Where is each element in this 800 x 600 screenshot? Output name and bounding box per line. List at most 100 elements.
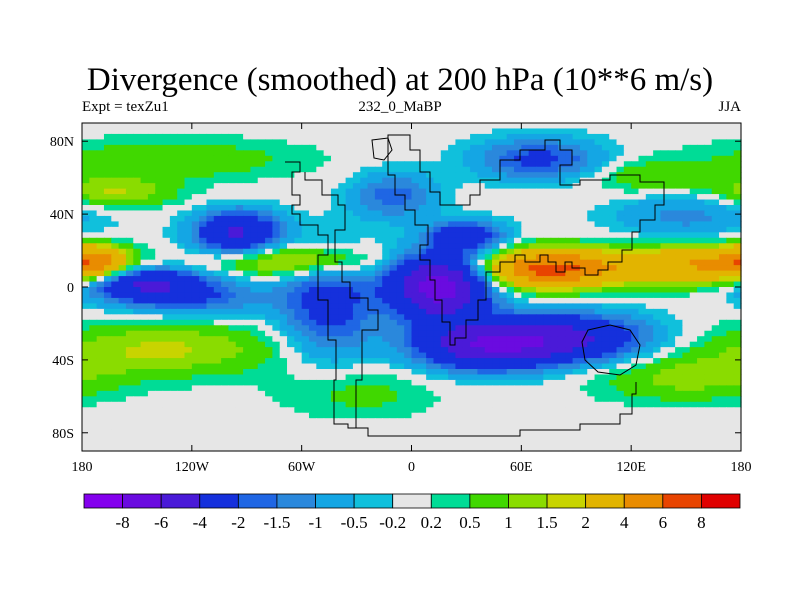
- field-cell: [162, 423, 171, 430]
- field-cell: [294, 287, 303, 294]
- field-cell: [118, 412, 127, 419]
- field-cell: [250, 281, 259, 288]
- field-cell: [330, 330, 339, 337]
- field-cell: [404, 150, 413, 157]
- field-cell: [111, 183, 120, 190]
- field-cell: [155, 385, 164, 392]
- field-cell: [287, 254, 295, 261]
- field-cell: [89, 237, 98, 244]
- field-cell: [623, 144, 632, 151]
- field-cell: [111, 385, 120, 392]
- field-cell: [462, 226, 471, 233]
- field-cell: [82, 155, 90, 162]
- field-cell: [426, 314, 435, 321]
- field-cell: [308, 358, 317, 365]
- field-cell: [675, 221, 684, 228]
- field-cell: [352, 330, 361, 337]
- field-cell: [477, 303, 486, 310]
- field-cell: [719, 166, 727, 173]
- field-cell: [323, 390, 332, 397]
- field-cell: [675, 237, 684, 244]
- field-cell: [528, 276, 537, 283]
- field-cell: [133, 352, 142, 359]
- field-cell: [382, 276, 391, 283]
- field-cell: [257, 161, 266, 168]
- field-cell: [374, 265, 383, 272]
- field-cell: [206, 341, 215, 348]
- field-cell: [133, 123, 142, 130]
- field-cell: [125, 183, 134, 190]
- field-cell: [499, 297, 508, 304]
- field-cell: [689, 177, 698, 184]
- field-cell: [147, 352, 156, 359]
- field-cell: [404, 396, 413, 403]
- field-cell: [96, 150, 105, 157]
- field-cell: [316, 385, 325, 392]
- field-cell: [213, 314, 222, 321]
- field-cell: [521, 303, 530, 310]
- field-cell: [499, 183, 508, 190]
- field-cell: [89, 139, 98, 146]
- field-cell: [330, 390, 339, 397]
- field-cell: [462, 177, 471, 184]
- field-cell: [250, 292, 259, 299]
- field-cell: [155, 379, 164, 386]
- field-cell: [426, 297, 435, 304]
- field-cell: [631, 215, 640, 222]
- field-cell: [125, 259, 134, 266]
- field-cell: [492, 287, 500, 294]
- field-cell: [279, 297, 288, 304]
- field-cell: [587, 259, 596, 266]
- field-cell: [631, 325, 640, 332]
- field-cell: [675, 341, 684, 348]
- field-cell: [213, 215, 222, 222]
- field-cell: [360, 161, 369, 168]
- field-cell: [689, 369, 698, 376]
- field-cell: [162, 336, 171, 343]
- field-cell: [257, 243, 266, 250]
- field-cell: [338, 292, 347, 299]
- field-cell: [382, 144, 391, 151]
- field-cell: [206, 248, 215, 255]
- field-cell: [572, 407, 581, 414]
- field-cell: [206, 150, 215, 157]
- field-cell: [411, 172, 420, 179]
- field-cell: [301, 150, 310, 157]
- field-cell: [191, 128, 200, 135]
- field-cell: [579, 374, 588, 381]
- field-cell: [726, 226, 735, 233]
- field-cell: [82, 358, 90, 365]
- field-cell: [301, 297, 310, 304]
- field-cell: [462, 379, 471, 386]
- field-cell: [594, 418, 603, 425]
- field-cell: [448, 319, 457, 326]
- field-cell: [272, 248, 281, 255]
- field-cell: [462, 183, 471, 190]
- field-cell: [169, 123, 178, 130]
- field-cell: [228, 325, 237, 332]
- field-cell: [228, 123, 237, 130]
- field-cell: [360, 352, 369, 359]
- field-cell: [257, 314, 266, 321]
- field-cell: [733, 248, 742, 255]
- field-cell: [660, 352, 669, 359]
- field-cell: [199, 347, 208, 354]
- field-cell: [199, 243, 208, 250]
- field-cell: [704, 358, 713, 365]
- field-cell: [338, 128, 347, 135]
- field-cell: [308, 150, 317, 157]
- field-cell: [711, 369, 720, 376]
- field-cell: [448, 237, 457, 244]
- field-cell: [147, 412, 156, 419]
- field-cell: [462, 330, 471, 337]
- field-cell: [667, 314, 676, 321]
- field-cell: [653, 123, 662, 130]
- field-cell: [89, 308, 98, 315]
- field-cell: [616, 232, 625, 239]
- field-cell: [206, 314, 215, 321]
- field-cell: [477, 347, 486, 354]
- field-cell: [404, 292, 413, 299]
- field-cell: [367, 308, 376, 315]
- field-cell: [206, 418, 215, 425]
- field-cell: [155, 336, 164, 343]
